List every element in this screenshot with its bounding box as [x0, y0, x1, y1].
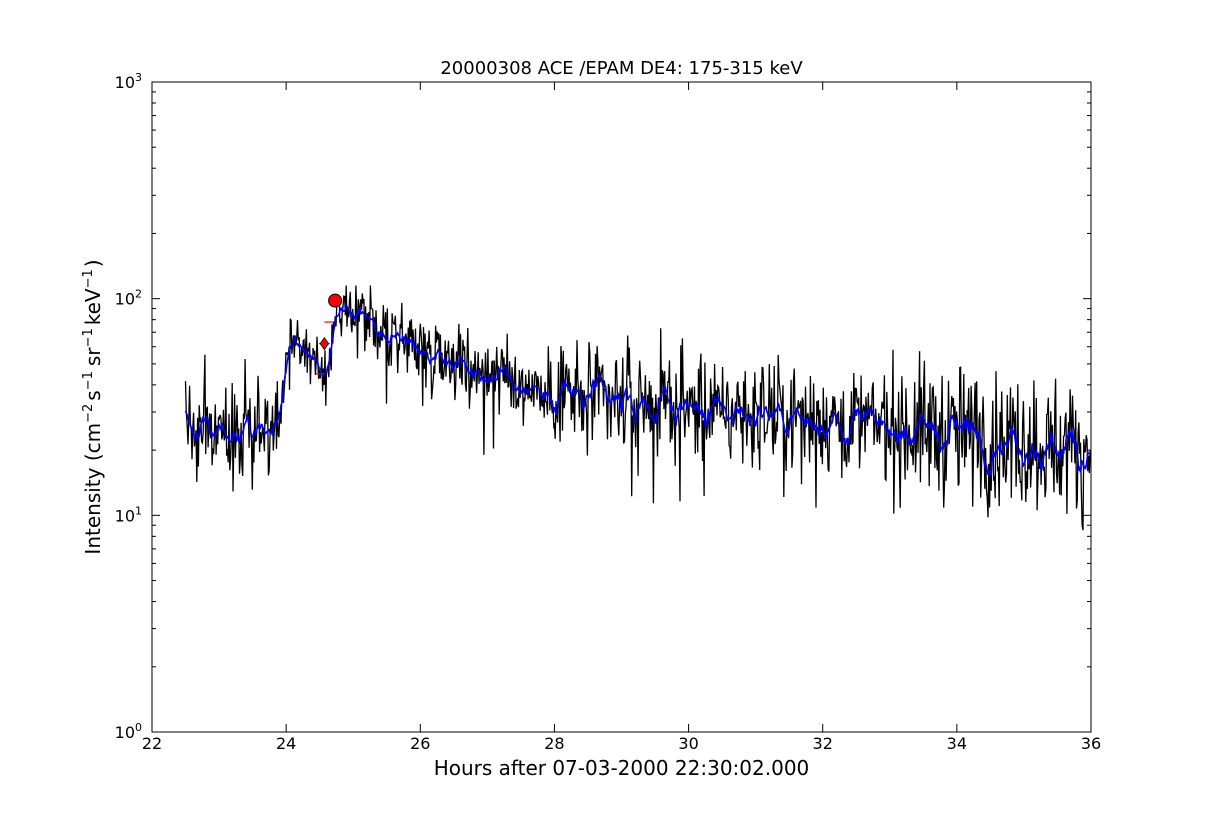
- y-tick-label-3: 103: [115, 71, 142, 92]
- smoothed-intensity-line: [184, 303, 1091, 477]
- y-axis-label-part3: sr: [81, 347, 105, 366]
- y-tick-label-0: 100: [115, 721, 142, 742]
- x-tick-label-28: 28: [544, 734, 564, 753]
- y-axis-label-part1: Intensity (cm: [81, 423, 105, 555]
- y-axis-label-part2: s: [81, 390, 105, 400]
- y-tick-label-exp-3: 3: [135, 71, 142, 84]
- plot-layer: [184, 285, 1091, 531]
- x-tick-label-26: 26: [410, 734, 430, 753]
- y-axis-label-sup2: −1: [81, 371, 96, 390]
- y-axis-label-sup4: −1: [81, 269, 96, 288]
- y-axis-label-part4: keV: [81, 288, 105, 325]
- y-tick-label-base-3: 10: [115, 73, 135, 92]
- peak-marker-circle: [328, 293, 343, 308]
- y-tick-label-exp-2: 2: [135, 288, 142, 301]
- y-axis-label: Intensity (cm−2s−1sr−1keV−1): [81, 259, 105, 554]
- y-axis-label-sup3: −1: [81, 328, 96, 347]
- plot-frame: [151, 81, 1092, 733]
- x-tick-label-22: 22: [142, 734, 162, 753]
- y-tick-label-1: 101: [115, 504, 142, 525]
- chart-title: 20000308 ACE /EPAM DE4: 175-315 keV: [440, 58, 803, 79]
- x-tick-label-32: 32: [813, 734, 833, 753]
- x-tick-label-34: 34: [947, 734, 967, 753]
- y-tick-label-base-1: 10: [115, 506, 135, 525]
- y-tick-label-2: 102: [115, 288, 142, 309]
- onset-marker-diamond: [319, 336, 330, 351]
- y-axis-label-end: ): [81, 259, 105, 267]
- x-tick-label-36: 36: [1081, 734, 1101, 753]
- y-tick-label-base-0: 10: [115, 723, 135, 742]
- x-tick-label-30: 30: [678, 734, 698, 753]
- y-axis-label-sup1: −2: [81, 404, 96, 423]
- y-tick-label-exp-0: 0: [135, 721, 142, 734]
- y-tick-label-base-2: 10: [115, 290, 135, 309]
- x-tick-label-24: 24: [276, 734, 296, 753]
- x-axis-label: Hours after 07-03-2000 22:30:02.000: [434, 756, 810, 780]
- y-tick-label-exp-1: 1: [135, 504, 142, 517]
